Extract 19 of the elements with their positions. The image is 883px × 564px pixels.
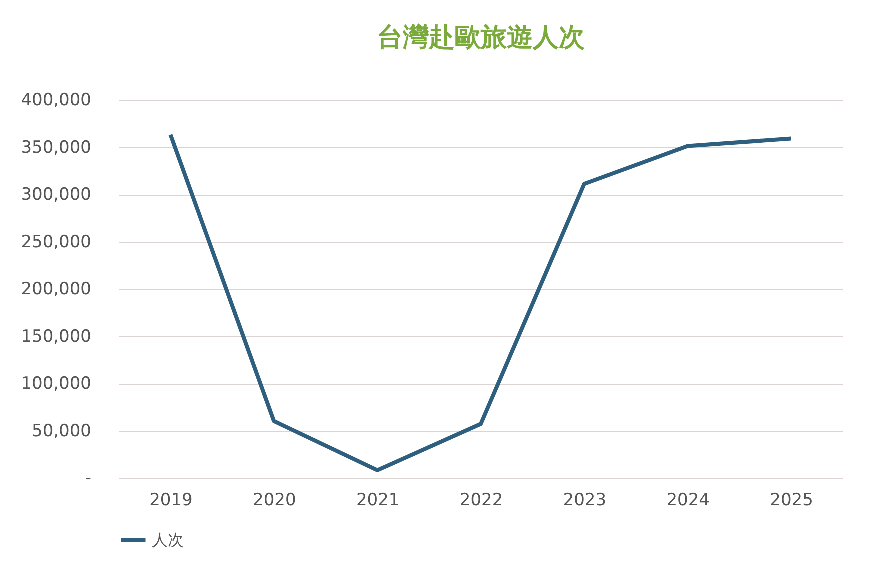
y-tick-label: 150,000: [21, 326, 92, 347]
x-tick-label: 2021: [356, 490, 400, 510]
y-tick-label: 250,000: [21, 232, 92, 252]
x-tick-label: 2022: [460, 490, 504, 510]
y-tick-label: -: [85, 468, 92, 488]
y-tick-label: 50,000: [32, 421, 92, 442]
legend-label: 人次: [152, 530, 184, 550]
y-tick-label: 350,000: [21, 138, 92, 158]
x-tick-label: 2025: [770, 490, 814, 510]
y-tick-label: 100,000: [21, 374, 92, 394]
line-series: [168, 132, 794, 472]
chart-title: 台灣赴歐旅遊人次: [377, 23, 586, 53]
x-tick-label: 2019: [150, 490, 193, 510]
y-tick-label: 400,000: [21, 90, 92, 110]
y-tick-label: 300,000: [21, 185, 92, 205]
y-tick-label: 200,000: [21, 280, 92, 300]
x-tick-label: 2020: [253, 490, 296, 510]
x-tick-label: 2023: [563, 490, 607, 510]
x-tick-label: 2024: [666, 490, 710, 510]
